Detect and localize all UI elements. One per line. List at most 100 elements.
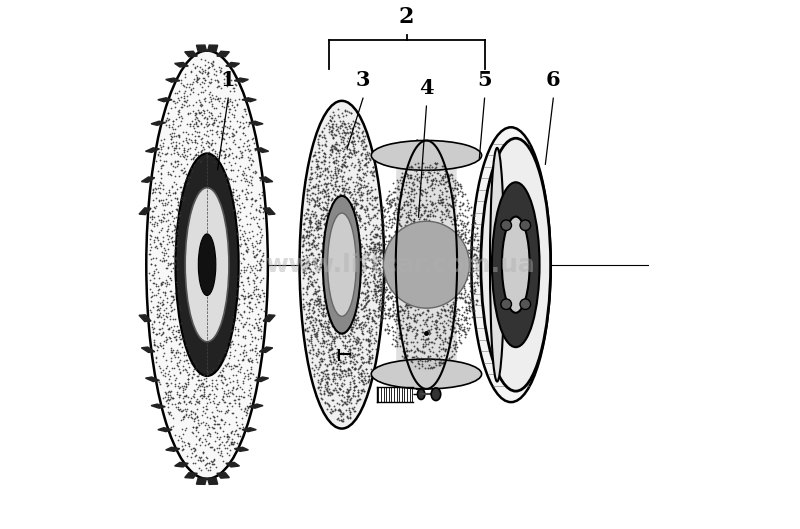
- Point: [170, 89, 183, 97]
- Point: [439, 184, 452, 192]
- Point: [357, 354, 370, 362]
- Point: [162, 403, 174, 412]
- Point: [240, 274, 253, 282]
- Point: [342, 294, 354, 302]
- Point: [358, 135, 370, 143]
- Point: [314, 188, 326, 196]
- Point: [166, 117, 179, 125]
- Point: [350, 316, 362, 324]
- Point: [338, 235, 351, 244]
- Point: [242, 314, 255, 323]
- Point: [413, 295, 426, 303]
- Point: [373, 277, 386, 285]
- Point: [203, 88, 216, 96]
- Point: [405, 170, 418, 179]
- Point: [202, 423, 215, 431]
- Point: [347, 299, 360, 308]
- Point: [225, 364, 238, 373]
- Point: [315, 211, 328, 220]
- Point: [299, 268, 312, 277]
- Point: [173, 358, 186, 367]
- Point: [370, 231, 382, 239]
- Point: [362, 263, 374, 272]
- Point: [174, 103, 187, 111]
- Point: [203, 389, 216, 398]
- Point: [431, 196, 444, 204]
- Point: [363, 188, 376, 196]
- Point: [162, 143, 174, 152]
- Point: [336, 260, 349, 269]
- Point: [366, 317, 378, 326]
- Point: [457, 229, 470, 237]
- Point: [458, 257, 470, 266]
- Point: [360, 141, 373, 150]
- Point: [323, 146, 336, 154]
- Point: [301, 214, 314, 222]
- Point: [324, 296, 337, 304]
- Point: [326, 350, 338, 358]
- Point: [400, 257, 413, 266]
- Point: [302, 335, 315, 344]
- Point: [398, 250, 410, 258]
- Point: [202, 69, 214, 77]
- Point: [372, 264, 385, 273]
- Point: [387, 331, 400, 339]
- Point: [169, 162, 182, 171]
- Point: [402, 293, 415, 302]
- Point: [378, 278, 391, 287]
- Point: [207, 158, 220, 166]
- Point: [238, 254, 250, 263]
- Point: [333, 297, 346, 305]
- Point: [434, 179, 446, 187]
- Point: [246, 156, 258, 165]
- Point: [223, 399, 236, 407]
- Point: [336, 153, 349, 161]
- Point: [160, 150, 173, 158]
- Point: [252, 206, 265, 215]
- Point: [330, 120, 343, 129]
- Point: [357, 359, 370, 367]
- Point: [350, 222, 362, 230]
- Point: [400, 178, 413, 186]
- Point: [335, 237, 348, 245]
- Point: [323, 251, 336, 260]
- Point: [194, 147, 207, 155]
- Point: [307, 325, 320, 333]
- Point: [239, 240, 252, 248]
- Point: [428, 335, 441, 343]
- Point: [419, 166, 432, 175]
- Point: [191, 405, 204, 413]
- Point: [427, 168, 440, 176]
- Point: [410, 240, 423, 249]
- Point: [358, 369, 370, 378]
- Point: [177, 335, 190, 343]
- Point: [429, 232, 442, 240]
- Point: [320, 142, 333, 150]
- Point: [242, 307, 255, 316]
- Polygon shape: [217, 473, 230, 478]
- Point: [145, 260, 158, 268]
- Point: [416, 243, 429, 251]
- Point: [402, 225, 415, 233]
- Point: [361, 286, 374, 294]
- Point: [341, 140, 354, 149]
- Point: [470, 229, 483, 237]
- Point: [322, 128, 335, 136]
- Point: [402, 261, 415, 270]
- Point: [312, 243, 325, 252]
- Point: [322, 253, 334, 262]
- Point: [359, 335, 372, 343]
- Point: [143, 231, 156, 239]
- Point: [390, 231, 403, 240]
- Point: [351, 123, 364, 131]
- Point: [207, 153, 220, 162]
- Point: [381, 305, 394, 313]
- Point: [335, 122, 348, 130]
- Point: [219, 165, 232, 173]
- Point: [164, 394, 177, 403]
- Point: [162, 408, 174, 416]
- Point: [351, 179, 364, 187]
- Point: [244, 395, 257, 403]
- Point: [180, 155, 193, 163]
- Point: [407, 284, 420, 292]
